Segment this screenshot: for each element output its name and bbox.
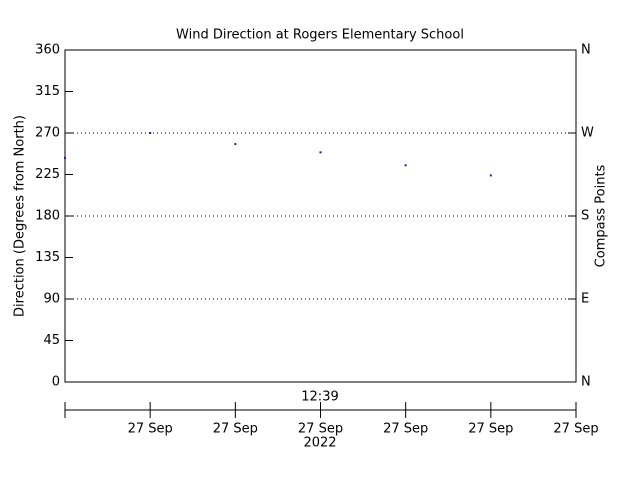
x-tick-label: 27 Sep xyxy=(383,422,428,437)
y2-tick-label: N xyxy=(581,375,591,390)
point xyxy=(404,164,407,167)
x-tick-label: 27 Sep xyxy=(468,422,513,437)
y-axis-label: Direction (Degrees from North) xyxy=(13,115,28,317)
point xyxy=(319,151,322,154)
y-tick-label: 135 xyxy=(35,250,60,265)
y-tick-label: 270 xyxy=(35,126,60,141)
point xyxy=(149,132,152,134)
y-tick-label: 225 xyxy=(35,167,60,182)
y-tick-label: 0 xyxy=(52,375,60,390)
y2-tick-label: W xyxy=(581,126,594,141)
y-tick-label: 90 xyxy=(43,292,60,307)
chart-title: Wind Direction at Rogers Elementary Scho… xyxy=(176,28,464,43)
x-tick-label: 27 Sep xyxy=(213,422,258,437)
y-tick-label: 180 xyxy=(35,209,60,224)
y2-tick-label: N xyxy=(581,43,591,58)
y-tick-label: 45 xyxy=(43,333,60,348)
x-tick-label: 27 Sep xyxy=(298,422,343,437)
y2-tick-label: S xyxy=(581,209,589,224)
y-tick-label: 315 xyxy=(35,84,60,99)
y-tick-label: 360 xyxy=(35,43,60,58)
y2-tick-label: E xyxy=(581,292,589,307)
x-tick-label: 27 Sep xyxy=(553,422,598,437)
year-label: 2022 xyxy=(303,436,336,451)
x-tick-label: 27 Sep xyxy=(128,422,173,437)
y2-axis-label: Compass Points xyxy=(594,164,609,267)
point xyxy=(64,156,66,159)
point xyxy=(489,174,492,177)
time-label: 12:39 xyxy=(301,390,338,405)
point xyxy=(234,143,237,146)
